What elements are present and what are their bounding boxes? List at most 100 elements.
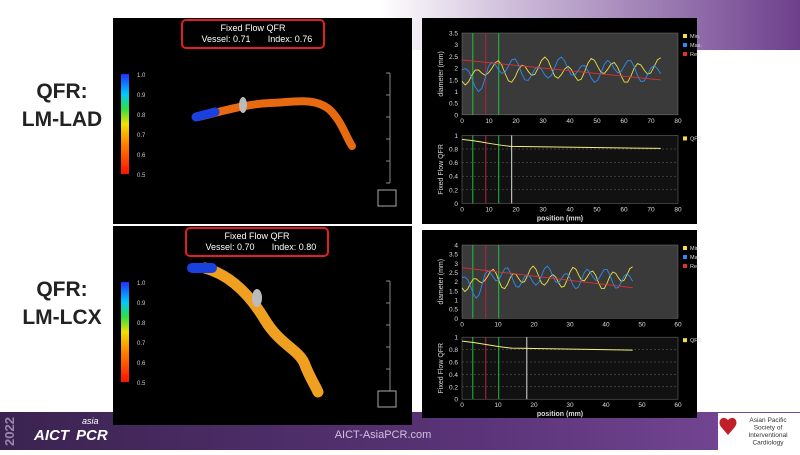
vessel-value: Vessel: 0.70 (205, 242, 254, 252)
plot-area (461, 336, 679, 400)
apsic-heart (719, 417, 737, 435)
diameter-curve (461, 265, 633, 299)
orient-icon (377, 390, 397, 408)
y-tick-label: 2 (454, 66, 458, 73)
y-tick-label: 3 (454, 42, 458, 49)
x-tick-label: 50 (638, 321, 646, 328)
y-tick-label: 1 (454, 89, 458, 96)
x-tick-label: 20 (530, 321, 538, 328)
y-tick-label: 0 (454, 397, 458, 404)
x-tick-label: 10 (485, 206, 493, 213)
colorbar-tick: 0.8 (137, 321, 146, 327)
y-tick-label: 1 (454, 133, 458, 140)
y-axis-label: Fixed Flow QFR (438, 144, 445, 195)
legend-swatch (683, 52, 687, 56)
x-tick-label: 20 (530, 402, 538, 409)
index-value: Index: 0.80 (272, 242, 317, 252)
vessel-value: Vessel: 0.71 (201, 34, 250, 44)
x-tick-label: 30 (539, 206, 547, 213)
x-tick-label: 60 (674, 402, 682, 409)
qfr-box (181, 19, 325, 49)
y-tick-label: 1.5 (449, 288, 458, 295)
apsic-line: Interventional (748, 432, 788, 439)
x-tick-label: 50 (638, 402, 646, 409)
diameter-curve (461, 56, 662, 93)
x-tick-label: 40 (602, 321, 610, 328)
x-tick-label: 50 (593, 118, 601, 125)
legend-swatch (683, 338, 687, 343)
y-axis-label: Fixed Flow QFR (438, 343, 445, 394)
x-tick-label: 50 (593, 206, 601, 213)
vessel (199, 262, 324, 398)
y-tick-label: 1 (454, 335, 458, 342)
y-tick-label: 1.5 (449, 77, 458, 84)
scale-ruler (386, 280, 391, 392)
y-tick-label: 0.6 (449, 160, 458, 167)
x-tick-label: 0 (460, 321, 464, 328)
logo-pcr: PCR (76, 427, 108, 444)
qfr-curve (461, 340, 633, 351)
y-tick-label: 0.4 (449, 174, 458, 181)
y-tick-label: 4 (454, 243, 458, 250)
x-tick-label: 80 (674, 206, 682, 213)
marker-ring (252, 289, 262, 307)
y-tick-label: 0 (454, 112, 458, 119)
y-tick-label: 0.2 (449, 384, 458, 391)
x-axis-label: position (mm) (537, 215, 583, 222)
x-tick-label: 20 (512, 206, 520, 213)
x-tick-label: 40 (566, 118, 574, 125)
qfr-box (185, 227, 329, 257)
legend-swatch (683, 43, 687, 47)
qfr-title: Fixed Flow QFR (220, 23, 286, 33)
y-axis-label: diameter (mm) (438, 259, 445, 305)
colorbar-tick: 1.0 (137, 281, 146, 287)
x-tick-label: 10 (485, 118, 493, 125)
apsic-line: Cardiology (752, 440, 784, 447)
legend-label: Max. (690, 255, 702, 261)
x-tick-label: 80 (674, 118, 682, 125)
y-tick-label: 0.6 (449, 359, 458, 366)
vessel-panel (113, 18, 412, 224)
x-tick-label: 70 (647, 206, 655, 213)
logo-asia: asia (82, 416, 99, 426)
qfr-title: Fixed Flow QFR (224, 231, 290, 241)
row-label: LM-LAD (22, 108, 102, 131)
colorbar (121, 74, 129, 174)
x-tick-label: 0 (460, 402, 464, 409)
legend-label: Min. (690, 246, 701, 252)
plot-area (461, 135, 679, 204)
y-tick-label: 1 (454, 298, 458, 305)
y-tick-label: 0.5 (449, 101, 458, 108)
colorbar-tick: 0.5 (137, 381, 146, 387)
vessel-prox (191, 107, 220, 122)
row-label: QFR: (36, 278, 87, 301)
orient-icon (377, 189, 397, 207)
legend-swatch (683, 136, 687, 141)
row-label: LM-LCX (22, 306, 101, 329)
plot-area (461, 32, 679, 116)
y-tick-label: 2 (454, 279, 458, 286)
legend-label: Ref. (690, 52, 701, 58)
year: 2022 (2, 417, 17, 446)
row-label: QFR: (36, 80, 87, 103)
y-tick-label: 0.4 (449, 372, 458, 379)
y-tick-label: 2.5 (449, 54, 458, 61)
y-tick-label: 0.8 (449, 347, 458, 354)
logo-aict: AICT (33, 427, 71, 444)
legend-label: QFR (690, 338, 702, 344)
colorbar-tick: 0.9 (137, 301, 146, 307)
y-tick-label: 0.2 (449, 187, 458, 194)
y-tick-label: 3 (454, 261, 458, 268)
y-tick-label: 3.5 (449, 31, 458, 38)
x-tick-label: 20 (512, 118, 520, 125)
legend-label: Min. (690, 34, 701, 40)
colorbar-tick: 0.6 (137, 153, 146, 159)
colorbar-tick: 0.6 (137, 361, 146, 367)
legend-swatch (683, 264, 687, 268)
x-tick-label: 0 (460, 118, 464, 125)
website: AICT-AsiaPCR.com (335, 429, 432, 441)
x-tick-label: 60 (674, 321, 682, 328)
x-tick-label: 60 (620, 206, 628, 213)
apsic-line: Asian Pacific (749, 417, 787, 424)
